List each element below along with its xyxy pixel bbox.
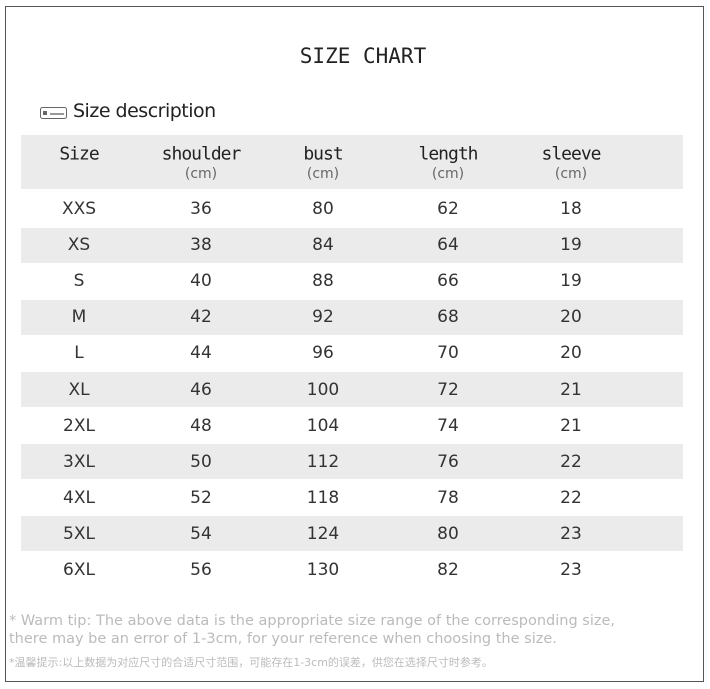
cell: 56 (190, 560, 212, 580)
cell: 88 (312, 271, 334, 292)
size-label: 2XL (63, 415, 95, 436)
size-label: 6XL (63, 560, 95, 580)
icon (40, 107, 67, 119)
header-band (21, 135, 683, 189)
row-band (21, 516, 683, 552)
row-band (21, 372, 683, 407)
cell: 46 (190, 379, 212, 400)
cell: 76 (437, 451, 459, 472)
cell: 20 (560, 307, 582, 328)
cell: 40 (190, 271, 212, 292)
cell: 104 (306, 415, 340, 436)
cell: 100 (306, 379, 340, 400)
cell: 124 (306, 523, 340, 544)
cell: 42 (190, 307, 212, 328)
cell: 50 (190, 451, 212, 472)
cell: 78 (437, 487, 459, 508)
cell: 18 (560, 199, 582, 219)
column-unit: (cm) (431, 166, 465, 182)
cell: 48 (190, 415, 212, 436)
cell: 92 (312, 307, 334, 328)
cell: 23 (560, 523, 582, 544)
cell: 21 (560, 379, 582, 400)
cell: 80 (437, 523, 459, 544)
column-unit: (cm) (306, 166, 340, 182)
frame (5, 6, 704, 682)
cell: 44 (190, 343, 212, 364)
column-header: length (418, 143, 478, 165)
cell: 54 (190, 523, 212, 544)
cell: 22 (560, 487, 582, 508)
size-label: XXS (61, 199, 97, 219)
size-label: XS (67, 235, 91, 256)
cell: 84 (312, 235, 334, 256)
cell: 82 (437, 560, 459, 580)
column-unit: (cm) (554, 166, 588, 182)
cell: 21 (560, 415, 582, 436)
column-header: bust (303, 143, 343, 165)
cell: 36 (190, 199, 212, 219)
cell: 70 (437, 343, 459, 364)
footer-line: *温馨提示:以上数据为对应尺寸的合适尺寸范围，可能存在1-3cm的误差，供您在选… (9, 656, 493, 669)
row-band (21, 444, 683, 480)
cell: 19 (560, 235, 582, 256)
size-label: 5XL (63, 523, 95, 544)
row-band (21, 299, 683, 335)
cell: 19 (560, 271, 582, 292)
cell: 62 (437, 199, 459, 219)
subtitle: Size description (73, 100, 216, 122)
column-header: Size (59, 143, 99, 165)
size-label: S (73, 271, 85, 292)
size-label: 3XL (63, 451, 95, 472)
column-unit: (cm) (184, 166, 218, 182)
cell: 96 (312, 343, 334, 364)
cell: 80 (312, 199, 334, 219)
cell: 23 (560, 560, 582, 580)
size-label: M (71, 307, 87, 328)
cell: 72 (437, 379, 459, 400)
size-label: L (74, 343, 84, 364)
cell: 130 (306, 560, 340, 580)
cell: 64 (437, 235, 459, 256)
size-label: XL (68, 379, 90, 400)
cell: 112 (306, 451, 340, 472)
row-band (21, 227, 683, 263)
cell: 66 (437, 271, 459, 292)
cell: 68 (437, 307, 459, 328)
size-label: 4XL (63, 487, 95, 508)
cell: 118 (306, 487, 340, 508)
footer-line: there may be an error of 1-3cm, for your… (9, 631, 557, 647)
cell: 22 (560, 451, 582, 472)
title: SIZE CHART (299, 44, 427, 68)
footer-line: * Warm tip: The above data is the approp… (9, 613, 616, 629)
column-header: shoulder (161, 143, 242, 165)
column-header: sleeve (541, 143, 601, 165)
cell: 74 (437, 415, 459, 436)
cell: 20 (560, 343, 582, 364)
cell: 52 (190, 487, 212, 508)
cell: 38 (190, 235, 212, 256)
